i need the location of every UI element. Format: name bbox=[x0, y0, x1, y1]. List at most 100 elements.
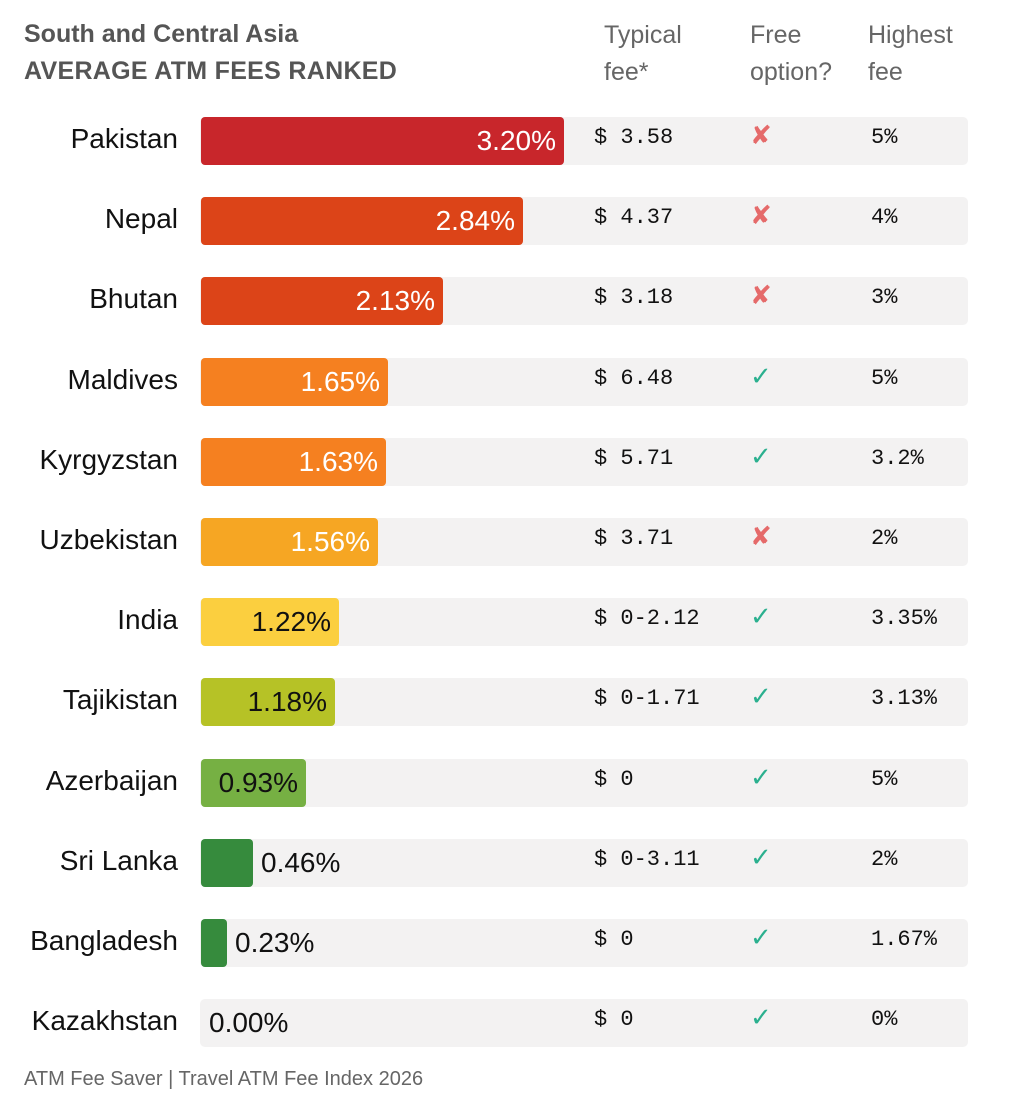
table-row: Sri Lanka 0.46% $ 0-3.11 ✓ 2% bbox=[0, 839, 1013, 889]
bar-value-label: 2.13% bbox=[355, 285, 435, 316]
bar-value-label: 3.20% bbox=[476, 125, 556, 156]
bar bbox=[201, 197, 523, 245]
bar-track bbox=[200, 999, 968, 1047]
highest-fee-value: 2% bbox=[871, 847, 898, 872]
table-row: Kyrgyzstan 1.63% $ 5.71 ✓ 3.2% bbox=[0, 438, 1013, 488]
check-icon: ✓ bbox=[750, 442, 772, 472]
bar bbox=[201, 598, 339, 646]
table-row: Tajikistan 1.18% $ 0-1.71 ✓ 3.13% bbox=[0, 678, 1013, 728]
bar-value-label: 2.84% bbox=[435, 205, 515, 236]
bar bbox=[201, 358, 388, 406]
table-row: Uzbekistan 1.56% $ 3.71 ✘ 2% bbox=[0, 518, 1013, 568]
table-row: India 1.22% $ 0-2.12 ✓ 3.35% bbox=[0, 598, 1013, 648]
table-row: Azerbaijan 0.93% $ 0 ✓ 5% bbox=[0, 759, 1013, 809]
table-row: Kazakhstan 0.00% $ 0 ✓ 0% bbox=[0, 999, 1013, 1049]
highest-fee-value: 3% bbox=[871, 285, 898, 310]
country-label: Maldives bbox=[67, 364, 178, 395]
column-header-typical-fee-line1: Typical bbox=[604, 21, 682, 49]
check-icon: ✓ bbox=[750, 923, 772, 953]
column-header-highest-fee-line1: Highest bbox=[868, 21, 953, 49]
chart-title: South and Central Asia bbox=[24, 20, 299, 48]
bar-value-label: 0.93% bbox=[218, 767, 298, 798]
country-label: Kyrgyzstan bbox=[39, 444, 179, 475]
typical-fee-value: $ 0-3.11 bbox=[594, 847, 700, 872]
bar-value-label: 1.56% bbox=[290, 526, 370, 557]
bar bbox=[201, 678, 335, 726]
chart-subtitle: AVERAGE ATM FEES RANKED bbox=[24, 57, 398, 85]
typical-fee-value: $ 0 bbox=[594, 767, 634, 792]
country-label: India bbox=[117, 604, 178, 635]
bar-value-label: 0.46% bbox=[261, 847, 341, 878]
column-header-highest-fee: Highest fee bbox=[868, 17, 953, 91]
check-icon: ✓ bbox=[750, 362, 772, 392]
country-label: Bangladesh bbox=[30, 925, 178, 956]
bar bbox=[201, 919, 227, 967]
bar-value-label: 0.23% bbox=[235, 927, 315, 958]
bar bbox=[201, 518, 378, 566]
column-header-free-option-line2: option? bbox=[750, 58, 833, 86]
table-row: Nepal 2.84% $ 4.37 ✘ 4% bbox=[0, 197, 1013, 247]
bar bbox=[201, 839, 253, 887]
check-icon: ✓ bbox=[750, 682, 772, 712]
column-header-free-option: Free option? bbox=[750, 17, 832, 91]
highest-fee-value: 3.13% bbox=[871, 686, 938, 711]
bar-value-label: 0.00% bbox=[209, 1007, 289, 1038]
column-header-typical-fee: Typical fee* bbox=[604, 17, 682, 91]
bar-track bbox=[200, 759, 968, 807]
cross-icon: ✘ bbox=[750, 522, 772, 552]
typical-fee-value: $ 3.18 bbox=[594, 285, 674, 310]
bar bbox=[201, 277, 443, 325]
bar-track bbox=[200, 919, 968, 967]
country-label: Sri Lanka bbox=[59, 845, 178, 876]
bar-value-label: 1.63% bbox=[298, 446, 378, 477]
cross-icon: ✘ bbox=[750, 121, 772, 151]
check-icon: ✓ bbox=[750, 1003, 772, 1033]
typical-fee-value: $ 3.71 bbox=[594, 526, 674, 551]
bar bbox=[201, 759, 306, 807]
bar-value-label: 1.18% bbox=[247, 686, 327, 717]
check-icon: ✓ bbox=[750, 763, 772, 793]
cross-icon: ✘ bbox=[750, 281, 772, 311]
typical-fee-value: $ 0-1.71 bbox=[594, 686, 700, 711]
footer-source: ATM Fee Saver | Travel ATM Fee Index 202… bbox=[24, 1068, 424, 1090]
column-header-typical-fee-line2: fee* bbox=[604, 58, 649, 86]
highest-fee-value: 5% bbox=[871, 125, 898, 150]
country-label: Kazakhstan bbox=[31, 1005, 178, 1036]
highest-fee-value: 3.35% bbox=[871, 606, 938, 631]
country-label: Pakistan bbox=[70, 123, 178, 154]
highest-fee-value: 3.2% bbox=[871, 446, 924, 471]
country-label: Azerbaijan bbox=[45, 765, 178, 796]
highest-fee-value: 1.67% bbox=[871, 927, 938, 952]
bar-value-label: 1.65% bbox=[300, 366, 380, 397]
highest-fee-value: 4% bbox=[871, 205, 898, 230]
bar-track bbox=[200, 839, 968, 887]
country-label: Nepal bbox=[104, 203, 178, 234]
typical-fee-value: $ 4.37 bbox=[594, 205, 674, 230]
highest-fee-value: 5% bbox=[871, 767, 898, 792]
bar bbox=[201, 117, 564, 165]
check-icon: ✓ bbox=[750, 602, 772, 632]
bar bbox=[201, 438, 386, 486]
table-row: Pakistan 3.20% $ 3.58 ✘ 5% bbox=[0, 117, 1013, 167]
country-label: Bhutan bbox=[89, 283, 178, 314]
country-label: Tajikistan bbox=[62, 684, 178, 715]
country-label: Uzbekistan bbox=[39, 524, 178, 555]
cross-icon: ✘ bbox=[750, 201, 772, 231]
typical-fee-value: $ 0-2.12 bbox=[594, 606, 700, 631]
typical-fee-value: $ 5.71 bbox=[594, 446, 674, 471]
typical-fee-value: $ 0 bbox=[594, 1007, 634, 1032]
bar-value-label: 1.22% bbox=[251, 606, 331, 637]
table-row: Maldives 1.65% $ 6.48 ✓ 5% bbox=[0, 358, 1013, 408]
highest-fee-value: 2% bbox=[871, 526, 898, 551]
typical-fee-value: $ 0 bbox=[594, 927, 634, 952]
highest-fee-value: 0% bbox=[871, 1007, 898, 1032]
column-header-highest-fee-line2: fee bbox=[868, 58, 903, 86]
typical-fee-value: $ 3.58 bbox=[594, 125, 674, 150]
highest-fee-value: 5% bbox=[871, 366, 898, 391]
table-row: Bangladesh 0.23% $ 0 ✓ 1.67% bbox=[0, 919, 1013, 969]
check-icon: ✓ bbox=[750, 843, 772, 873]
column-header-free-option-line1: Free bbox=[750, 21, 802, 49]
table-row: Bhutan 2.13% $ 3.18 ✘ 3% bbox=[0, 277, 1013, 327]
typical-fee-value: $ 6.48 bbox=[594, 366, 674, 391]
